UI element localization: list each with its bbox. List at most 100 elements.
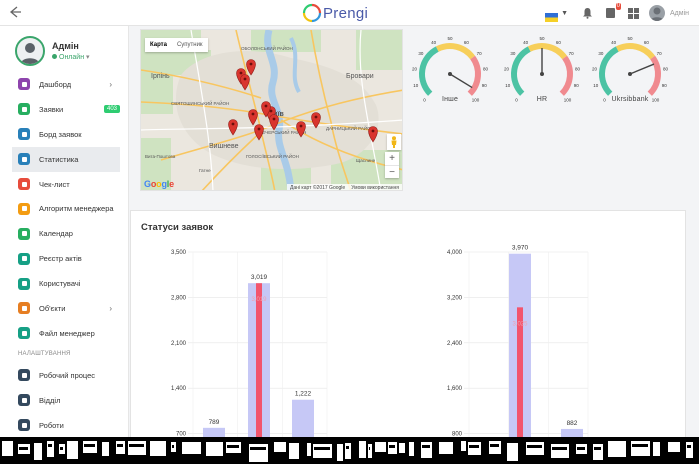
artifact-block xyxy=(552,447,567,450)
y-tick-label: 3,200 xyxy=(447,295,463,301)
sidebar-item-workflow[interactable]: Робочий процес xyxy=(12,363,120,388)
artifact-block xyxy=(489,441,501,454)
map-place-label: Вита-Поштова xyxy=(145,154,176,159)
back-arrow-icon[interactable] xyxy=(7,4,23,20)
registry-icon xyxy=(18,253,30,265)
artifact-block xyxy=(668,442,680,452)
artifact-block xyxy=(84,444,95,447)
pegman-icon[interactable] xyxy=(387,134,401,150)
sidebar-item-calendar[interactable]: Календар xyxy=(12,221,120,246)
sidebar-item-file-manager[interactable]: Файл менеджер xyxy=(12,321,120,346)
profile-status[interactable]: Онлайн ▾ xyxy=(52,53,90,61)
bar-value-label: 3,019 xyxy=(251,274,268,281)
zoom-in-button[interactable]: + xyxy=(385,152,399,165)
sidebar-item-works[interactable]: Роботи xyxy=(12,413,120,438)
google-logo[interactable]: Google xyxy=(144,179,174,189)
artifact-block xyxy=(19,447,28,450)
profile-block[interactable]: Адмін Онлайн ▾ xyxy=(15,36,90,66)
zoom-out-button[interactable]: − xyxy=(385,165,399,178)
artifact-block xyxy=(182,442,201,454)
grid-icon[interactable] xyxy=(626,6,640,20)
sidebar-item-label: Дашборд xyxy=(39,80,71,89)
top-user-name[interactable]: Адмін xyxy=(670,10,689,17)
artifact-block xyxy=(686,442,693,458)
gauge-band-red xyxy=(650,58,658,94)
sidebar-item-dashboard[interactable]: Дашборд › xyxy=(12,72,120,97)
artifact-block xyxy=(250,447,266,450)
map-type-map[interactable]: Карта xyxy=(145,38,172,52)
map-data-credit: Дані карт ©2017 Google xyxy=(290,185,345,191)
artifact-block xyxy=(128,441,146,455)
gauge-hub xyxy=(540,72,544,76)
map-type-satellite[interactable]: Супутник xyxy=(172,38,208,52)
online-dot-icon xyxy=(52,54,57,59)
status-charts: 7001,4002,1002,8003,5007894753,0193,0191… xyxy=(131,211,687,464)
gauge-tick-label: 70 xyxy=(477,51,483,56)
sidebar-item-label: Роботи xyxy=(39,421,64,430)
artifact-block xyxy=(551,444,569,458)
artifact-block xyxy=(102,442,109,456)
inner-bar-label: 3,025 xyxy=(512,321,528,327)
sidebar-item-stats[interactable]: Статистика xyxy=(12,147,120,172)
map-terms-link[interactable]: Умови використання xyxy=(351,185,399,191)
sidebar-item-board[interactable]: Борд заявок xyxy=(12,122,120,147)
sidebar-item-label: Користувачі xyxy=(39,279,80,288)
users-icon xyxy=(18,278,30,290)
bell-icon[interactable] xyxy=(580,6,594,20)
artifact-block xyxy=(359,441,366,458)
sidebar-nav: Дашборд › Заявки 403 Борд заявок Статистика Че… xyxy=(12,72,120,437)
avatar[interactable] xyxy=(15,36,45,66)
sidebar-item-algorithm[interactable]: Алгоритм менеджера xyxy=(12,196,120,221)
sidebar-item-requests[interactable]: Заявки 403 xyxy=(12,97,120,122)
map-canvas[interactable]: ОБОЛОНСЬКИЙ РАЙОН Ірпінь СВЯТОШИНСЬКИЙ РАЙ… xyxy=(141,30,403,191)
gauge-tick-label: 80 xyxy=(575,66,580,71)
gauge-tick-label: 80 xyxy=(483,66,488,71)
top-avatar[interactable] xyxy=(649,5,665,21)
gauge-tick-label: 30 xyxy=(510,51,516,56)
y-tick-label: 3,500 xyxy=(171,250,187,256)
workflow-icon xyxy=(18,369,30,381)
map-card[interactable]: ОБОЛОНСЬКИЙ РАЙОН Ірпінь СВЯТОШИНСЬКИЙ РАЙ… xyxy=(140,29,403,191)
artifact-block xyxy=(314,447,330,450)
sidebar-item-label: Об'єкти xyxy=(39,304,65,313)
gauge-tick-label: 90 xyxy=(662,83,668,88)
logo[interactable]: Prengi xyxy=(302,2,368,24)
language-caret-icon[interactable]: ▼ xyxy=(561,10,568,17)
ukraine-flag-icon[interactable] xyxy=(545,9,558,18)
y-tick-label: 2,800 xyxy=(171,295,187,301)
top-bar: Prengi ▼ 0 Адмін xyxy=(0,0,699,26)
artifact-block xyxy=(632,444,648,447)
artifact-block xyxy=(67,441,78,459)
artifact-block xyxy=(439,442,453,454)
artifact-block xyxy=(409,442,414,456)
logo-text: Prengi xyxy=(323,5,368,22)
artifact-block xyxy=(337,444,343,461)
gauge-tick-label: 70 xyxy=(657,51,663,56)
bar-value-label: 882 xyxy=(567,420,578,427)
artifact-block xyxy=(249,444,268,462)
bar-value-label: 789 xyxy=(209,419,220,426)
map-place-label: ОБОЛОНСЬКИЙ РАЙОН xyxy=(241,44,293,51)
status-text: Онлайн xyxy=(59,54,84,61)
artifact-block xyxy=(461,441,466,451)
sidebar-item-label: Робочий процес xyxy=(39,371,95,380)
artifact-block xyxy=(687,445,691,448)
sidebar-item-registry[interactable]: Реєстр актів xyxy=(12,246,120,271)
artifact-block xyxy=(593,444,603,460)
sidebar-item-department[interactable]: Відділ xyxy=(12,388,120,413)
status-card: Статуси заявок 700 1,400 2,100 2,800 3,500 78… xyxy=(130,210,686,464)
sidebar-item-checklist[interactable]: Чек-лист xyxy=(12,172,120,197)
map-place-label: Гатне xyxy=(199,168,211,173)
map-place-label: Вишневе xyxy=(209,143,239,150)
sidebar-item-objects[interactable]: Об'єкти › xyxy=(12,296,120,321)
map-place-label: ГОЛОСІЇВСЬКИЙ РАЙОН xyxy=(246,152,299,159)
sidebar-item-users[interactable]: Користувачі xyxy=(12,271,120,296)
bar-value-label: 1,222 xyxy=(295,391,312,398)
artifact-block xyxy=(48,444,52,447)
gauge-tick-label: 70 xyxy=(569,51,575,56)
messages-icon[interactable]: 0 xyxy=(603,6,617,20)
artifact-block xyxy=(307,443,311,456)
gauge-label: HR xyxy=(512,96,572,103)
status-caret-icon: ▾ xyxy=(86,54,90,61)
gauge-tick-label: 60 xyxy=(644,40,650,45)
